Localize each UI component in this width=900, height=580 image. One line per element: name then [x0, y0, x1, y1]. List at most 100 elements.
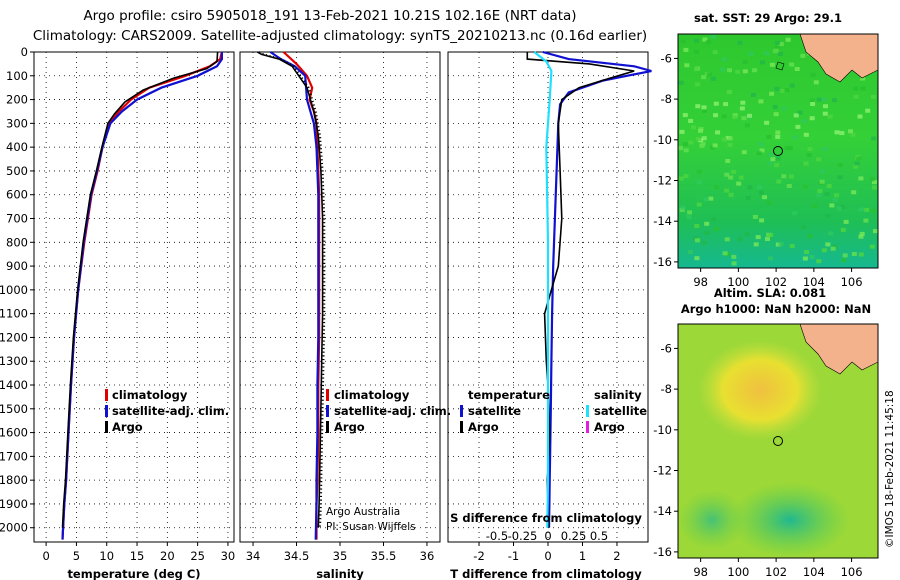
- sst-pixel: [694, 82, 700, 87]
- sst-pixel: [772, 105, 778, 109]
- sst-pixel: [701, 108, 707, 113]
- series-layer: [61, 50, 652, 540]
- pi-label: PI: Susan Wijffels: [326, 521, 416, 533]
- header-line-2: Climatology: CARS2009. Satellite-adjuste…: [33, 28, 647, 44]
- sst-pixel: [758, 190, 764, 195]
- y-tick-label: 1200: [0, 330, 28, 344]
- sst-pixel: [778, 242, 784, 247]
- sst-pixel: [776, 179, 782, 184]
- sst-pixel: [858, 207, 864, 212]
- sst-pixel: [735, 69, 741, 74]
- sst-pixel: [724, 188, 730, 193]
- sst-pixel: [707, 72, 713, 77]
- y-tick-label: 800: [6, 235, 28, 249]
- lon-tick-label: 100: [727, 565, 749, 579]
- y-tick-label: 2000: [0, 521, 28, 535]
- y-tick-label: 900: [6, 259, 28, 273]
- temperature-axis-label: temperature (deg C): [67, 567, 200, 580]
- sst-pixel: [828, 231, 834, 236]
- sst-pixel: [801, 225, 807, 230]
- sst-pixel: [721, 137, 727, 142]
- sst-pixel: [688, 140, 694, 145]
- sst-pixel: [731, 261, 737, 266]
- sst-pixel: [721, 57, 727, 62]
- sst-pixel: [767, 256, 773, 261]
- lon-tick-label: 102: [765, 275, 787, 289]
- x-tick-label: 5: [73, 549, 80, 563]
- sst-pixel: [680, 39, 686, 44]
- source-label: Argo Australia: [326, 506, 400, 518]
- secondary-tick-label: 0: [544, 529, 551, 543]
- sst-pixel: [758, 142, 764, 147]
- sst-pixel: [705, 40, 711, 45]
- sst-pixel: [728, 175, 734, 180]
- sst-pixel: [837, 175, 843, 180]
- sst-pixel: [693, 236, 699, 241]
- sst-pixel: [744, 123, 750, 128]
- legend-swatch-argo: [326, 421, 329, 433]
- x-tick-label: 0: [544, 549, 551, 563]
- lat-tick-label: -6: [661, 51, 672, 65]
- tick-layer: 0 5 10 15 20 25 30 34 34.5 35 35.5 36 -2 -1 0 1 2 -0.5 -0.…: [0, 45, 621, 563]
- sst-pixel: [824, 191, 830, 196]
- x-tick-label: 35.5: [371, 549, 397, 563]
- lon-tick-label: 104: [803, 565, 825, 579]
- sst-pixel: [712, 143, 718, 148]
- sst-pixel: [741, 116, 747, 121]
- x-tick-label: 30: [221, 549, 236, 563]
- sst-pixel: [684, 63, 690, 68]
- sst-pixel: [686, 215, 692, 220]
- sst-pixel: [860, 76, 866, 81]
- sla-map-title-2: Argo h1000: NaN h2000: NaN: [681, 302, 871, 316]
- sst-pixel: [691, 125, 697, 130]
- sst-pixel: [858, 234, 864, 239]
- x-tick-label: 0: [42, 549, 49, 563]
- y-tick-label: 1300: [0, 354, 28, 368]
- sst-pixel: [696, 169, 702, 174]
- sst-pixel: [778, 42, 784, 47]
- sst-pixel: [792, 135, 798, 140]
- sst-pixel: [711, 217, 717, 222]
- sst-pixel: [767, 161, 773, 166]
- legend-label-temperature: temperature: [468, 388, 550, 402]
- sst-pixel: [821, 97, 827, 102]
- sst-pixel: [834, 193, 839, 198]
- sst-pixel: [775, 242, 781, 247]
- x-tick-label: 1: [579, 549, 586, 563]
- sst-pixel: [759, 148, 765, 153]
- sst-pixel: [803, 161, 809, 166]
- sst-pixel: [837, 163, 843, 168]
- lon-tick-label: 100: [727, 275, 749, 289]
- sst-pixel: [740, 100, 746, 105]
- sst-pixel: [682, 113, 688, 118]
- sst-pixel: [694, 49, 700, 54]
- legend-swatch-s-satellite: [586, 405, 589, 417]
- sst-pixel: [821, 248, 827, 253]
- secondary-tick-label: -0.25: [508, 529, 538, 543]
- sst-pixel: [834, 130, 840, 135]
- sst-pixel: [694, 256, 700, 261]
- sst-pixel: [804, 250, 810, 254]
- sst-pixel: [713, 113, 718, 118]
- legend-label-s-satellite: satellite: [594, 404, 647, 418]
- temperature-legend: climatology satellite-adj. clim. Argo: [105, 388, 229, 434]
- sst-pixel: [853, 164, 859, 169]
- sst-pixel: [704, 221, 710, 226]
- sst-pixel: [695, 104, 701, 109]
- sst-pixel: [755, 235, 761, 240]
- sst-pixel: [727, 136, 733, 141]
- sst-pixel: [687, 210, 693, 215]
- sst-pixel: [781, 106, 787, 111]
- sst-pixel: [710, 145, 715, 150]
- argo-location-marker: [773, 146, 783, 156]
- sst-pixel: [775, 130, 781, 135]
- x-tick-label: 15: [130, 549, 145, 563]
- sst-pixel: [721, 114, 727, 119]
- sst-pixel: [727, 68, 732, 73]
- series-argo-salinity-dots: [258, 51, 326, 528]
- lon-tick-label: 104: [803, 275, 825, 289]
- sst-pixel: [803, 132, 809, 137]
- legend-label-s-argo: Argo: [594, 420, 625, 434]
- lon-tick-label: 106: [841, 275, 863, 289]
